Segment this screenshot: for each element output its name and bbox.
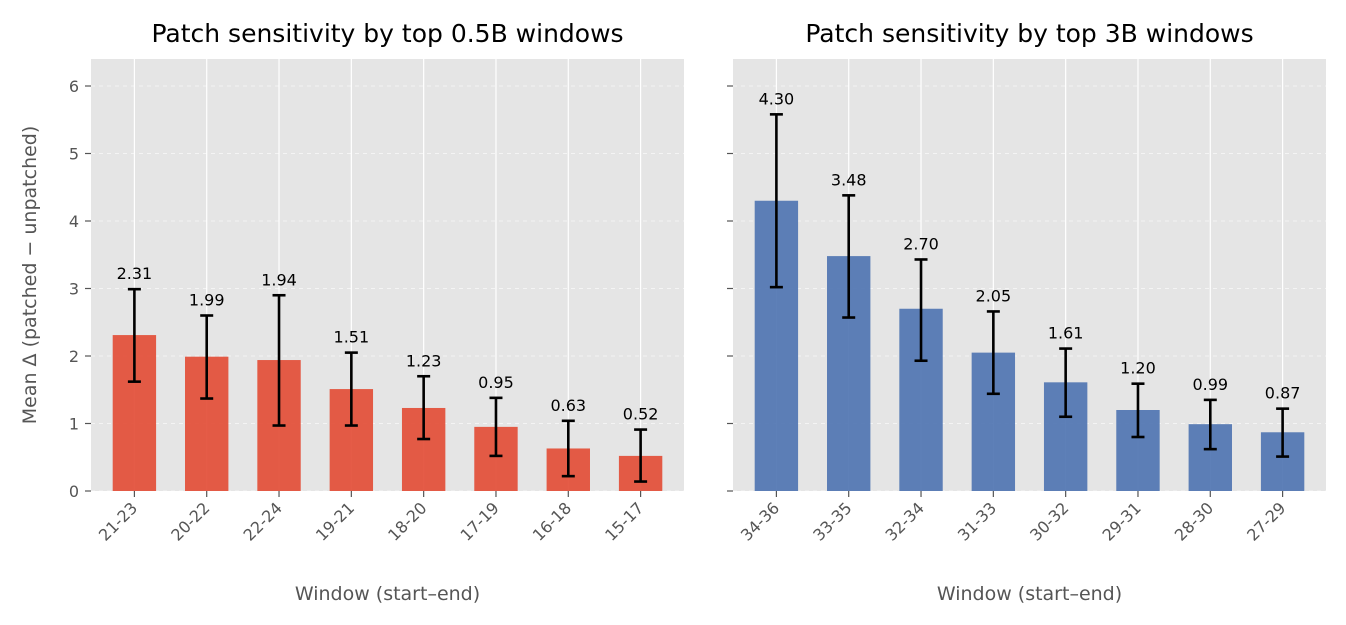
value-label: 1.94 [261,270,297,289]
plot-background [733,59,1326,491]
value-label: 1.61 [1048,324,1084,343]
x-tick-label: 19-21 [312,498,358,544]
x-tick-label: 15-17 [601,498,647,544]
chart-title: Patch sensitivity by top 3B windows [805,19,1253,48]
value-label: 2.70 [903,234,939,253]
value-label: 0.63 [550,396,586,415]
y-axis-label: Mean Δ (patched − unpatched) [19,126,41,425]
value-label: 1.23 [406,351,442,370]
x-tick-label: 20-22 [167,498,213,544]
y-tick-label: 2 [69,347,79,366]
value-label: 0.87 [1265,384,1301,403]
value-label: 1.51 [334,328,370,347]
x-tick-label: 31-33 [954,498,1000,544]
x-tick-label: 33-35 [809,498,855,544]
x-axis-label: Window (start–end) [295,583,480,605]
y-tick-label: 5 [69,145,79,164]
plot-background [91,59,684,491]
x-tick-label: 17-19 [456,498,502,544]
y-tick-label: 4 [69,212,79,231]
x-tick-label: 21-23 [95,498,141,544]
y-tick-label: 3 [69,280,79,299]
x-tick-label: 22-24 [240,498,286,544]
value-label: 1.99 [189,291,225,310]
chart-title: Patch sensitivity by top 0.5B windows [151,19,623,48]
x-tick-label: 30-32 [1026,498,1072,544]
y-tick-label: 6 [69,77,79,96]
x-tick-label: 28-30 [1171,498,1217,544]
y-tick-label: 0 [69,482,79,501]
value-label: 1.20 [1120,359,1156,378]
x-tick-label: 34-36 [737,498,783,544]
value-label: 2.05 [976,286,1012,305]
y-tick-label: 1 [69,415,79,434]
chart-panel-0.5b: 0 1 2 3 4 5 6 2.31 21-23 1.99 20-22 1.94 22-24 1.51 19… [19,19,684,605]
x-tick-label: 16-18 [529,498,575,544]
value-label: 3.48 [831,170,867,189]
value-label: 0.95 [478,373,514,392]
value-label: 0.52 [623,405,659,424]
x-tick-label: 29-31 [1098,498,1144,544]
x-tick-label: 27-29 [1243,498,1289,544]
x-axis-label: Window (start–end) [937,583,1122,605]
value-label: 0.99 [1192,375,1228,394]
chart-panel-3b: 4.30 34-36 3.48 33-35 2.70 32-34 2.05 31-33 1.61… [727,19,1326,605]
value-label: 4.30 [759,89,795,108]
x-tick-label: 32-34 [882,498,928,544]
x-tick-label: 18-20 [384,498,430,544]
value-label: 2.31 [117,264,153,283]
